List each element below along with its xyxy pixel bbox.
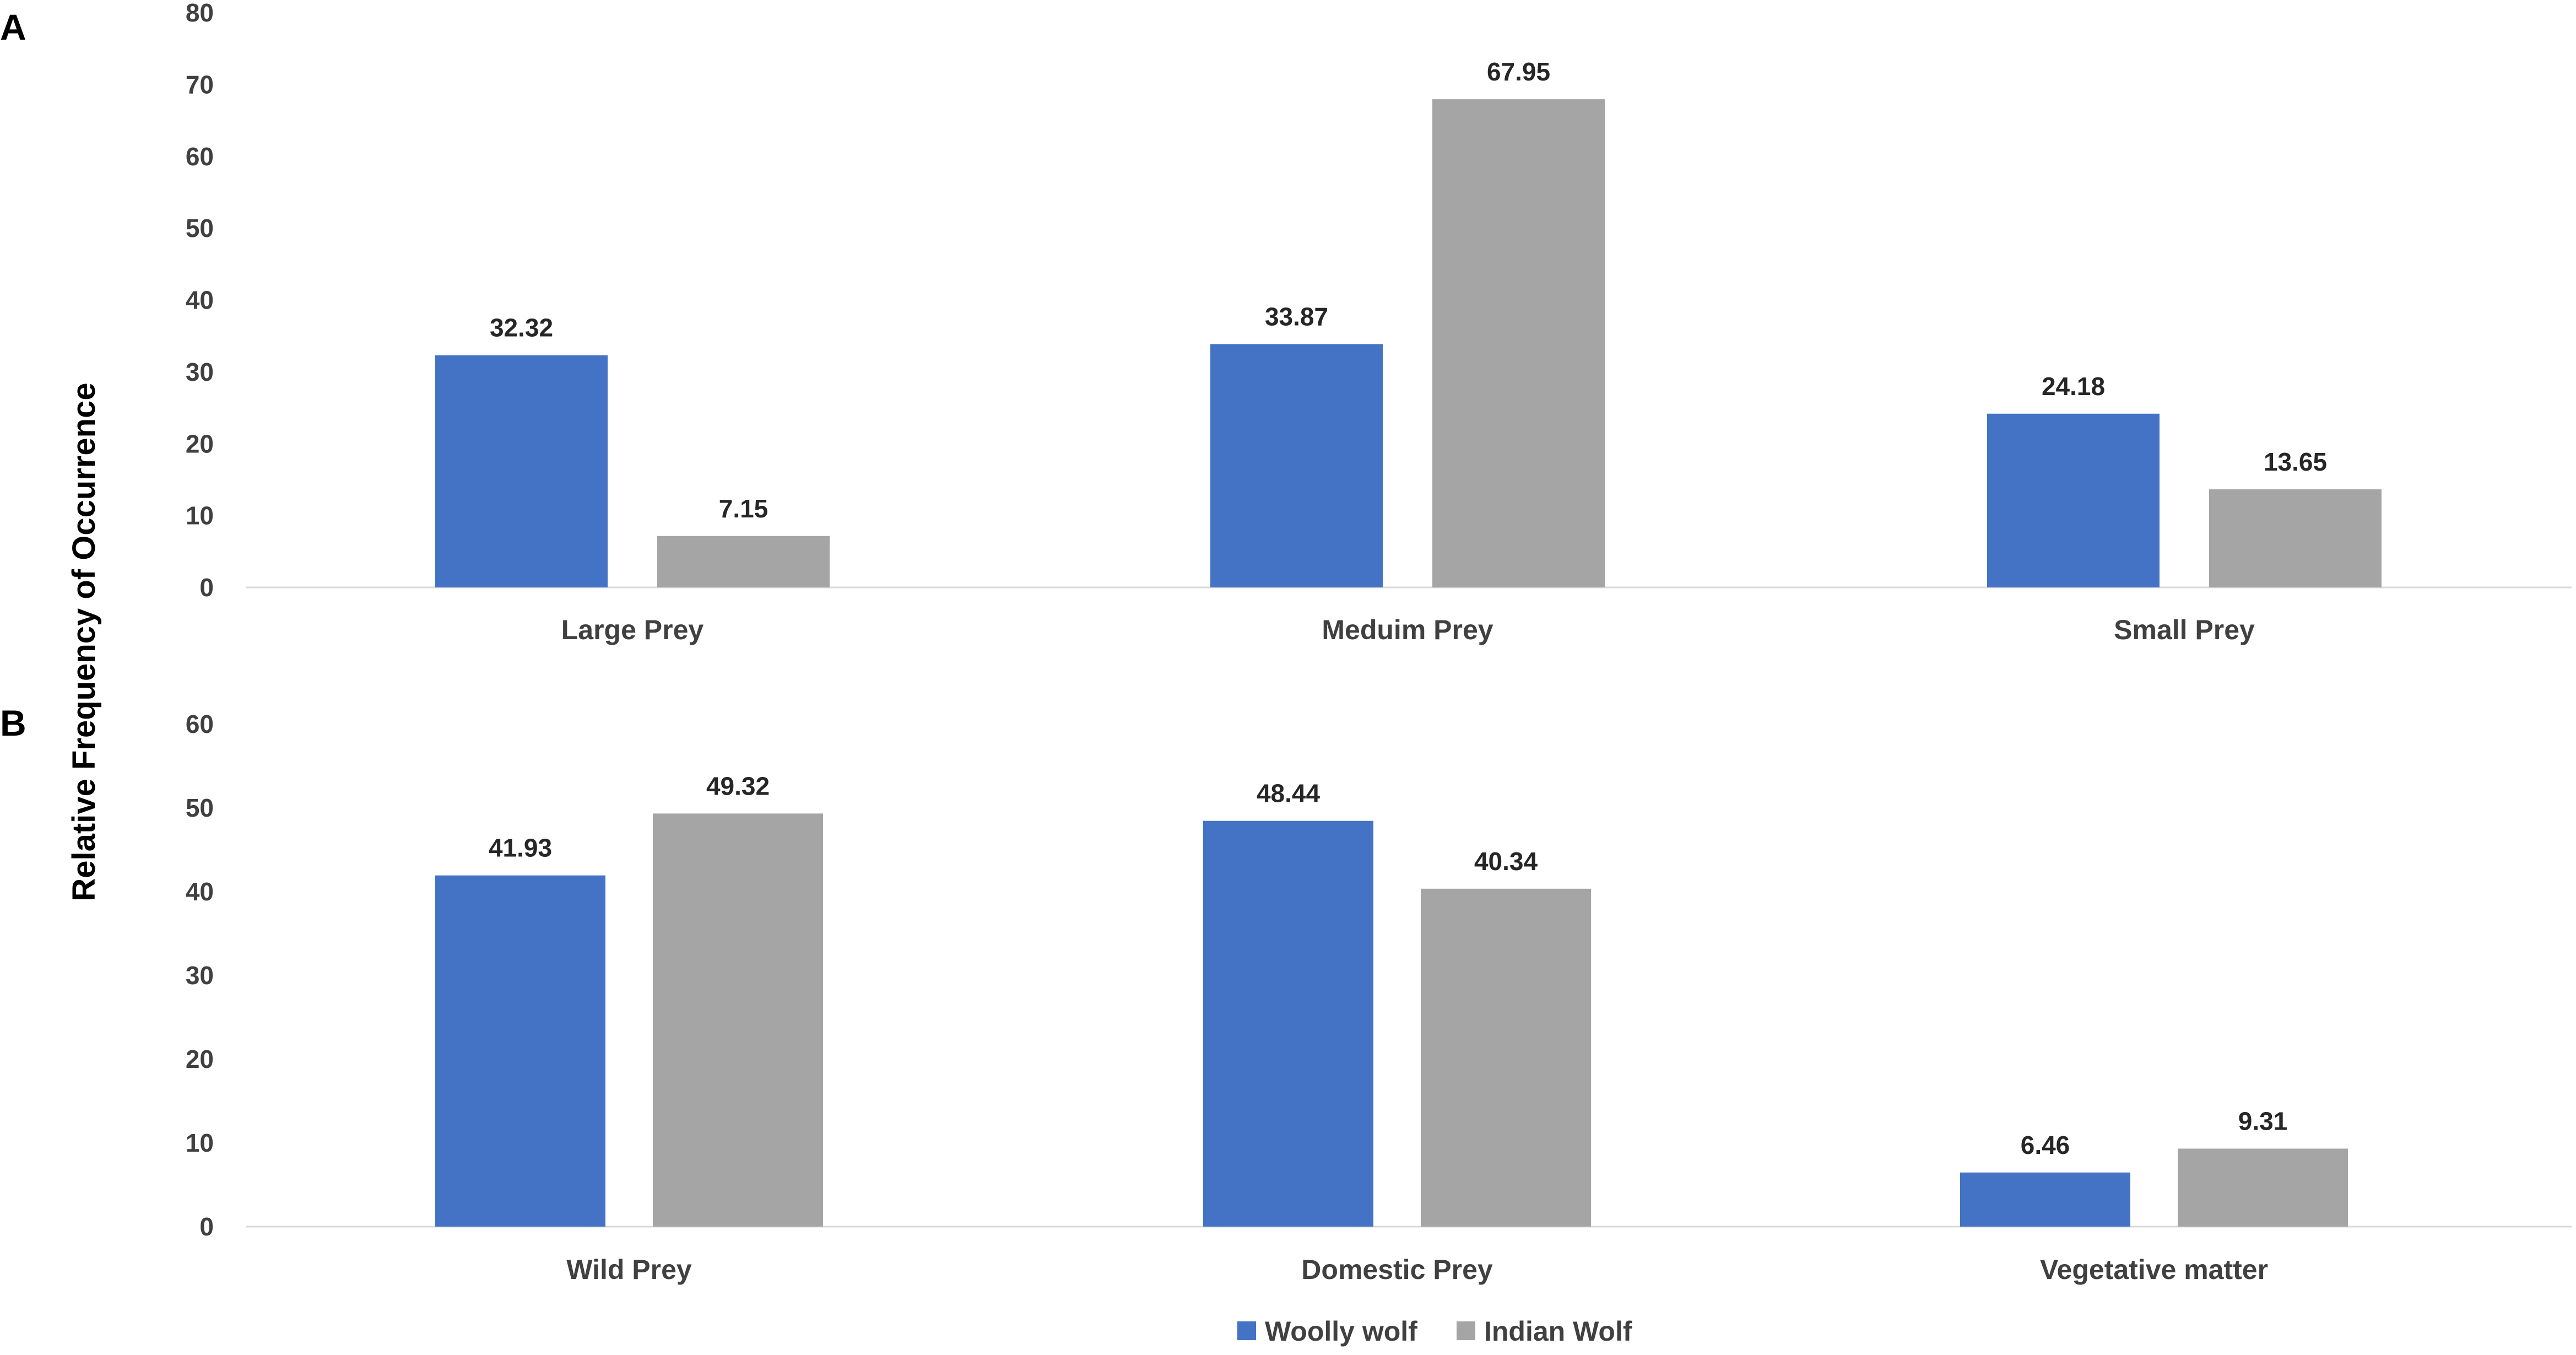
panel-a-data-label-indian-wolf-large-prey: 7.15 <box>719 494 769 523</box>
y-axis-label: Relative Frequency of Occurrence <box>66 382 102 901</box>
panel-b-y-tick-label: 50 <box>186 793 214 822</box>
legend-swatch-indian-wolf <box>1457 1321 1475 1340</box>
panel-b-data-label-woolly-wolf-wild-prey: 41.93 <box>489 834 552 862</box>
panel-a-y-tick-label: 70 <box>186 70 214 99</box>
panel-b-data-label-woolly-wolf-vegetative-matter: 6.46 <box>2021 1131 2070 1159</box>
panel-b-category-labels: Wild Prey Domestic Prey Vegetative matter <box>566 1254 2268 1285</box>
panel-b-bar-woolly-wolf-vegetative-matter <box>1960 1172 2130 1227</box>
panel-b-y-tick-label: 40 <box>186 877 214 906</box>
panel-b-category-domestic-prey: Domestic Prey <box>1301 1254 1493 1285</box>
legend-swatch-woolly-wolf <box>1237 1321 1256 1340</box>
panel-a-bar-woolly-wolf-small-prey <box>1987 413 2160 587</box>
panel-a-bar-indian-wolf-small-prey <box>2209 489 2382 587</box>
panel-b-data-label-woolly-wolf-domestic-prey: 48.44 <box>1257 779 1321 808</box>
panel-b-bar-indian-wolf-wild-prey <box>653 813 823 1227</box>
panel-b-data-label-indian-wolf-domestic-prey: 40.34 <box>1474 847 1538 876</box>
panel-a-category-small-prey: Small Prey <box>2114 614 2255 645</box>
panel-b-bar-indian-wolf-domestic-prey <box>1421 888 1591 1227</box>
panel-b-category-wild-prey: Wild Prey <box>566 1254 692 1285</box>
panel-a-bar-woolly-wolf-meduim-prey <box>1210 344 1383 587</box>
panel-b-bar-woolly-wolf-wild-prey <box>435 875 605 1227</box>
panel-a-data-labels: 32.32 7.15 33.87 67.95 24.18 13.65 <box>490 57 2327 523</box>
panel-b-data-label-indian-wolf-wild-prey: 49.32 <box>706 771 770 800</box>
panel-a-y-ticks: 0 10 20 30 40 50 60 70 80 <box>186 0 214 602</box>
panel-a-data-label-woolly-wolf-small-prey: 24.18 <box>2042 372 2105 401</box>
panel-a-y-tick-label: 10 <box>186 501 214 530</box>
legend-label-indian-wolf: Indian Wolf <box>1484 1316 1632 1347</box>
panel-a-letter: A <box>0 7 26 47</box>
panel-a-y-tick-label: 30 <box>186 358 214 386</box>
panel-b-y-ticks: 0 10 20 30 40 50 60 <box>186 710 214 1241</box>
panel-b-chart: B 0 10 20 30 40 50 60 41.93 49.32 48.44 40.34 6.46… <box>0 703 2572 1285</box>
panel-b-y-tick-label: 20 <box>186 1045 214 1073</box>
panel-a-y-tick-label: 0 <box>199 573 214 602</box>
panel-b-data-labels: 41.93 49.32 48.44 40.34 6.46 9.31 <box>489 771 2287 1159</box>
panel-a-y-tick-label: 80 <box>186 0 214 27</box>
panel-a-data-label-indian-wolf-small-prey: 13.65 <box>2264 447 2327 476</box>
panel-b-y-tick-label: 0 <box>199 1212 214 1241</box>
panel-a-category-labels: Large Prey Meduim Prey Small Prey <box>561 614 2255 645</box>
panel-b-y-tick-label: 30 <box>186 961 214 990</box>
panel-a-y-tick-label: 20 <box>186 429 214 458</box>
panel-a-bar-indian-wolf-meduim-prey <box>1432 99 1605 587</box>
panel-a-bars <box>435 99 2382 587</box>
panel-b-data-label-indian-wolf-vegetative-matter: 9.31 <box>2238 1106 2288 1135</box>
panel-a-y-tick-label: 50 <box>186 214 214 242</box>
panel-b-y-tick-label: 60 <box>186 710 214 738</box>
panel-b-category-vegetative-matter: Vegetative matter <box>2040 1254 2268 1285</box>
panel-a-data-label-woolly-wolf-large-prey: 32.32 <box>490 314 553 342</box>
panel-b-bar-indian-wolf-vegetative-matter <box>2178 1148 2348 1227</box>
panel-a-y-tick-label: 60 <box>186 142 214 171</box>
legend-label-woolly-wolf: Woolly wolf <box>1265 1316 1417 1347</box>
panel-b-y-tick-label: 10 <box>186 1129 214 1157</box>
panel-b-bar-woolly-wolf-domestic-prey <box>1203 820 1373 1227</box>
panel-a-bar-indian-wolf-large-prey <box>657 536 830 587</box>
panel-a-data-label-indian-wolf-meduim-prey: 67.95 <box>1487 57 1550 86</box>
panel-a-category-meduim-prey: Meduim Prey <box>1322 614 1493 645</box>
panel-a-bar-woolly-wolf-large-prey <box>435 355 608 587</box>
panel-b-bars <box>435 813 2348 1227</box>
panel-a-category-large-prey: Large Prey <box>561 614 704 645</box>
panel-a-data-label-woolly-wolf-meduim-prey: 33.87 <box>1265 302 1328 331</box>
panel-a-y-tick-label: 40 <box>186 286 214 315</box>
panel-b-letter: B <box>0 703 26 743</box>
legend: Woolly wolf Indian Wolf <box>1237 1316 1632 1347</box>
panel-a-chart: A 0 10 20 30 40 50 60 70 80 32.32 7.15 33.87 67.95 2… <box>0 0 2572 645</box>
